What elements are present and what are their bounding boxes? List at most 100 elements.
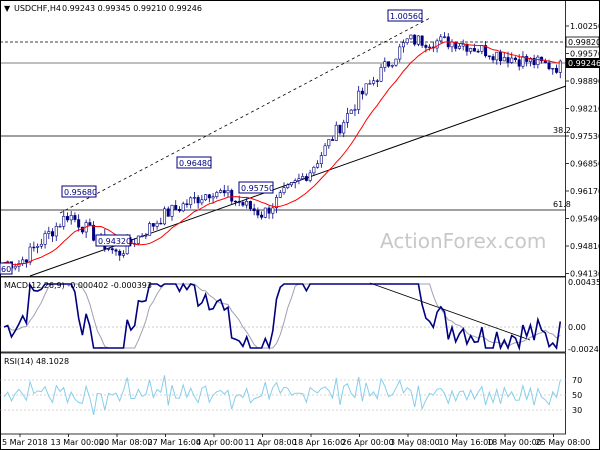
- candle-body: [181, 203, 185, 212]
- candle-body: [252, 208, 256, 212]
- candle-body: [413, 34, 417, 45]
- macd-main-line: [3, 282, 562, 352]
- candle-body: [420, 35, 424, 46]
- candle-body: [450, 41, 454, 48]
- time-tick-label: 25 May 08:00: [536, 438, 591, 447]
- candle-body: [528, 57, 532, 62]
- time-tick-label: 18 May 00:00: [487, 438, 542, 447]
- candle-body: [499, 51, 503, 62]
- candle-body: [155, 222, 159, 227]
- candle-body: [536, 56, 540, 66]
- price-tick-label: 0.99570: [570, 50, 600, 59]
- candle-body: [73, 215, 77, 220]
- candle-body: [200, 199, 204, 204]
- candle-body: [454, 41, 458, 49]
- candle-body: [148, 223, 152, 236]
- price-axis[interactable]: 1.00250 0.99570 0.98890 0.98210 0.97530 0.968…: [566, 22, 600, 279]
- macd-pane[interactable]: MACD(12,26,9) -0.000402 -0.000393 0.0043…: [0, 276, 600, 354]
- macd-title: MACD(12,26,9) -0.000402 -0.000393: [4, 281, 152, 290]
- candle-body: [140, 235, 144, 238]
- candle-body: [275, 197, 279, 209]
- candle-body: [297, 178, 301, 181]
- candle-body: [405, 38, 409, 43]
- candle-body: [439, 36, 443, 42]
- candle-body: [428, 46, 432, 49]
- swing-label-high-main: 1.00560: [387, 9, 423, 22]
- candle-body: [237, 201, 241, 203]
- candle-body: [353, 109, 357, 111]
- candle-body: [345, 113, 349, 123]
- candle-body: [51, 231, 55, 237]
- rsi-pane[interactable]: RSI(14) 48.1028 70 50 30: [0, 352, 582, 435]
- price-tick-label: 0.94810: [570, 242, 600, 251]
- price-tick-label: 1.00250: [570, 22, 600, 31]
- candle-body: [24, 259, 28, 263]
- candle-body: [334, 124, 338, 141]
- rsi-pane-border: [0, 352, 566, 435]
- candle-body: [551, 67, 555, 70]
- candle-body: [69, 215, 73, 221]
- candle-body: [43, 233, 47, 245]
- candle-body: [547, 62, 551, 70]
- moving-average-line: [3, 41, 561, 266]
- candle-body: [222, 190, 226, 194]
- chart-dropdown-icon[interactable]: ▼: [4, 4, 11, 13]
- candle-body: [394, 58, 398, 66]
- macd-tick-zero: 0.00: [568, 323, 586, 332]
- candle-body: [510, 57, 514, 63]
- rsi-title: RSI(14) 48.1028: [4, 357, 69, 366]
- candle-body: [65, 216, 69, 221]
- candle-body: [144, 235, 148, 237]
- candle-body: [28, 246, 32, 263]
- candle-body: [159, 222, 163, 225]
- candle-body: [174, 205, 178, 210]
- candle-body: [215, 192, 219, 197]
- candle-body: [372, 80, 376, 84]
- watermark: ActionForex.com: [380, 229, 546, 253]
- candle-body: [465, 43, 469, 52]
- symbol-title: USDCHF,H4: [14, 4, 61, 13]
- macd-trendline: [369, 282, 531, 341]
- time-tick-label: 10 May 16:00: [439, 438, 494, 447]
- svg-text:0.96480: 0.96480: [179, 159, 212, 168]
- price-tick-label: 0.98890: [570, 77, 600, 86]
- candle-body: [555, 67, 559, 73]
- candle-body: [230, 190, 234, 202]
- candle-body: [469, 48, 473, 52]
- candle-body: [21, 259, 25, 264]
- candle-body: [521, 56, 525, 67]
- candle-body: [54, 226, 58, 237]
- candle-body: [263, 207, 267, 218]
- candle-body: [331, 139, 335, 141]
- candle-body: [196, 197, 200, 204]
- candle-body: [316, 163, 320, 168]
- candle-body: [480, 45, 484, 52]
- price-tick-label: 0.96170: [570, 187, 600, 196]
- candle-body: [136, 235, 140, 244]
- candle-body: [338, 124, 342, 134]
- candle-body: [387, 61, 391, 67]
- time-tick-label: 3 May 08:00: [390, 438, 440, 447]
- fib-382-label: 38.2: [553, 126, 571, 135]
- svg-text:0.99820: 0.99820: [568, 38, 600, 47]
- candle-body: [532, 57, 536, 66]
- candle-body: [323, 145, 327, 156]
- candle-body: [540, 56, 544, 62]
- candle-body: [401, 42, 405, 48]
- candle-body: [241, 202, 245, 206]
- candle-body: [495, 51, 499, 61]
- price-pane[interactable]: ActionForex.com 38.2 61.8 1.00560 0.9648…: [0, 0, 571, 277]
- candle-body: [192, 197, 196, 199]
- candle-body: [207, 194, 211, 199]
- candle-body: [260, 214, 264, 218]
- candle-body: [383, 61, 387, 68]
- time-tick-label: 18 Apr 16:00: [293, 438, 345, 447]
- swing-label-early-low: 0.94320: [95, 234, 131, 247]
- candle-body: [525, 56, 529, 62]
- svg-text:0.94320: 0.94320: [98, 237, 131, 246]
- candle-body: [47, 231, 51, 234]
- candle-body: [107, 248, 111, 250]
